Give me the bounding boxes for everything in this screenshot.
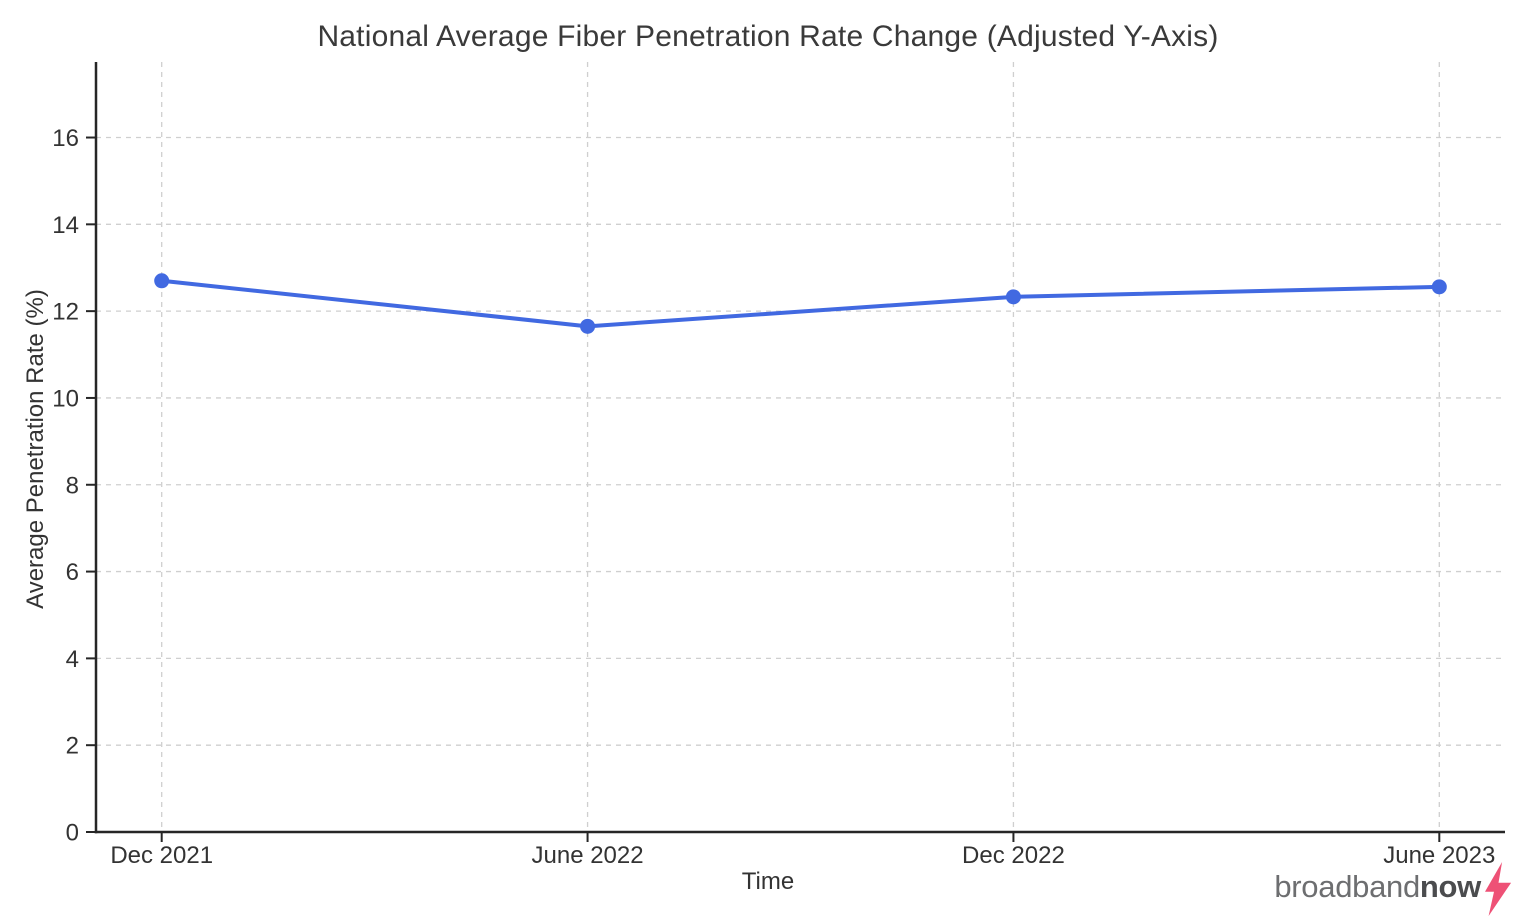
lightning-bolt-icon <box>1485 862 1512 916</box>
x-tick-label: June 2023 <box>1383 842 1495 869</box>
y-tick-label: 0 <box>66 820 79 847</box>
x-tick-label: June 2022 <box>532 842 644 869</box>
data-line <box>159 278 1442 329</box>
data-point <box>154 273 170 289</box>
y-tick-label: 16 <box>52 125 79 152</box>
data-point <box>580 318 596 334</box>
data-point <box>1005 289 1021 305</box>
y-tick-label: 2 <box>66 733 79 760</box>
x-axis-label: Time <box>741 868 795 895</box>
x-tick-label: Dec 2022 <box>962 842 1065 869</box>
y-tick-label: 4 <box>66 646 79 673</box>
y-tick-label: 12 <box>52 299 79 326</box>
data-point <box>1431 279 1447 295</box>
y-tick-label: 10 <box>52 385 79 412</box>
y-tick-label: 6 <box>66 559 79 586</box>
logo-text-now: now <box>1419 868 1481 904</box>
y-tick-label: 14 <box>52 212 79 239</box>
logo-text-broadband: broadband <box>1274 868 1420 904</box>
chart-title: National Average Fiber Penetration Rate … <box>317 20 1219 53</box>
broadbandnow-logo: broadband now <box>1274 856 1512 916</box>
x-tick-label: Dec 2021 <box>110 842 213 869</box>
y-tick-label: 8 <box>66 472 79 499</box>
